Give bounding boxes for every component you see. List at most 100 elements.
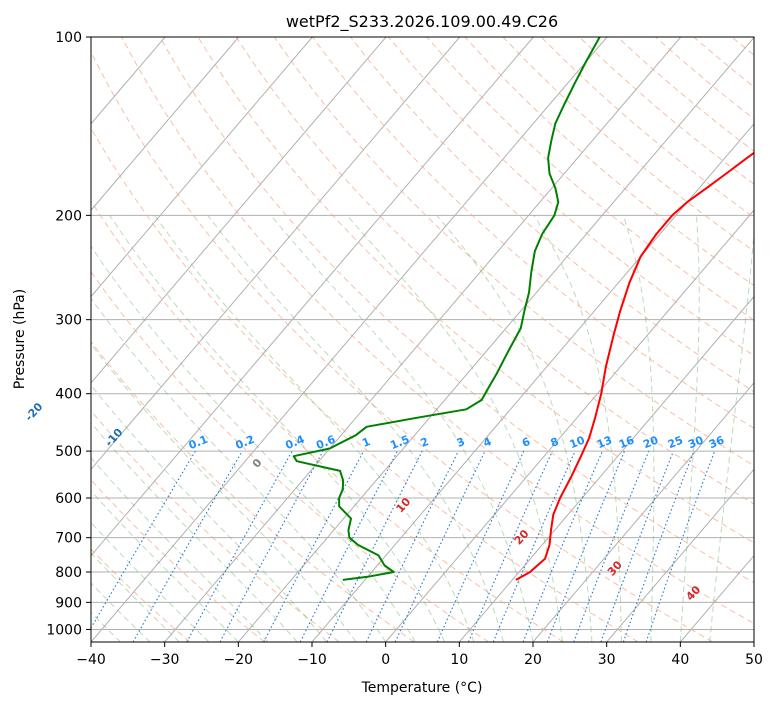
isotherm-line <box>91 37 534 557</box>
dry-adiabat-line <box>731 37 754 56</box>
x-tick-label: 30 <box>598 652 616 668</box>
y-axis-label: Pressure (hPa) <box>12 289 28 389</box>
dry-adiabat-line <box>91 271 489 642</box>
mixing-ratio-line <box>467 450 553 642</box>
moist-adiabat-line <box>109 215 446 642</box>
mixing-ratio-label: 0.1 <box>187 433 210 452</box>
dry-adiabat-line <box>273 37 754 467</box>
mixing-ratio-line <box>546 450 626 642</box>
moist-adiabat-label: 20 <box>512 527 532 547</box>
y-tick-label: 1000 <box>46 622 82 638</box>
moist-adiabat-line <box>270 214 534 642</box>
dry-adiabat-line <box>91 340 415 642</box>
dry-adiabat-line <box>350 37 754 393</box>
dry-adiabat-line <box>235 37 754 505</box>
moist-adiabat-line <box>154 215 475 642</box>
y-tick-label: 600 <box>55 491 82 507</box>
mixing-ratio-line <box>622 450 695 642</box>
data-series <box>292 37 754 581</box>
dewpoint-line <box>292 37 601 581</box>
dry-adiabat-line <box>159 37 754 584</box>
isotherm-line <box>91 37 387 384</box>
moist-adiabat-label: 40 <box>684 583 704 603</box>
mixing-ratio-label: 4 <box>481 435 493 450</box>
moist-adiabat-line <box>207 214 504 642</box>
mixing-ratio-label: 0.4 <box>283 433 306 452</box>
mixing-ratio-line <box>263 450 365 642</box>
moist-adiabat-line <box>679 215 700 642</box>
y-tick-label: 700 <box>55 531 82 547</box>
mixing-ratio-line <box>645 450 716 642</box>
dry-adiabat-line <box>693 37 754 88</box>
isotherm-line <box>91 37 313 298</box>
moist-adiabat-line <box>622 215 655 642</box>
mixing-ratio-label: 25 <box>666 434 685 452</box>
mixing-ratio-label: 13 <box>595 434 614 452</box>
axes: −40 −30 −20 −10 0 10 20 30 40 5010020030040050060… <box>46 30 763 668</box>
dry-adiabat-line <box>91 410 340 642</box>
dry-adiabat-line <box>91 200 564 642</box>
moist-adiabat-line <box>91 422 298 642</box>
moist-adiabat-label: 30 <box>605 558 625 578</box>
x-tick-label: 10 <box>450 652 468 668</box>
mixing-ratio-label: 1 <box>360 435 372 450</box>
mixing-ratio-line <box>299 450 398 642</box>
moist-adiabat-line <box>91 384 328 642</box>
mixing-ratio-line <box>326 450 423 642</box>
moist-adiabat-line <box>91 490 239 642</box>
mixing-ratio-label: 20 <box>641 433 660 451</box>
moist-adiabat-line <box>91 521 210 642</box>
background-lines <box>91 37 754 642</box>
dry-adiabat-line <box>91 50 713 642</box>
dry-adiabat-label: -20 <box>22 400 45 424</box>
x-tick-label: 40 <box>671 652 689 668</box>
x-tick-label: −10 <box>297 652 327 668</box>
isotherm-line <box>311 123 754 642</box>
mixing-ratio-label: 2 <box>419 435 431 450</box>
y-tick-label: 800 <box>55 565 82 581</box>
y-tick-label: 900 <box>55 595 82 611</box>
isotherm-line <box>385 209 754 642</box>
mixing-ratio-label: 3 <box>455 435 467 450</box>
dry-adiabat-line <box>312 37 754 429</box>
isotherm-line <box>458 295 754 642</box>
moist-adiabat-line <box>533 215 622 642</box>
dry-adiabat-line <box>540 37 754 218</box>
mixing-ratio-label: 36 <box>707 433 726 451</box>
dry-adiabat-line <box>655 37 754 120</box>
mixing-ratio-label: 0.6 <box>314 433 337 452</box>
moist-adiabat-line <box>91 457 269 642</box>
mixing-ratio-label: 0.2 <box>234 433 257 452</box>
isotherm-line <box>91 37 461 471</box>
isotherm-line <box>164 37 682 642</box>
mixing-ratio-line <box>186 450 293 642</box>
x-tick-label: −20 <box>224 652 254 668</box>
mixing-ratio-line <box>600 450 675 642</box>
mixing-ratio-label: 1.5 <box>388 433 411 452</box>
mixing-ratio-label: 30 <box>686 433 705 451</box>
mixing-ratio-line <box>492 450 576 642</box>
y-tick-label: 500 <box>55 444 82 460</box>
mixing-ratio-line <box>132 450 243 642</box>
dry-adiabat-line <box>91 479 265 642</box>
chart-title: wetPf2_S233.2026.109.00.49.C26 <box>286 12 558 32</box>
moist-adiabat-line <box>91 297 387 642</box>
mixing-ratio-line <box>436 450 525 642</box>
dry-adiabat-line <box>197 37 754 544</box>
dry-adiabat-line <box>91 127 639 642</box>
moist-adiabat-line <box>709 227 754 642</box>
mixing-ratio-line <box>365 450 459 642</box>
mixing-ratio-line <box>522 450 603 642</box>
mixing-ratio-line <box>573 450 650 642</box>
mixing-ratio-label: 8 <box>549 435 561 450</box>
mixing-ratio-line <box>394 450 486 642</box>
isotherm-line <box>237 37 754 642</box>
temperature-line <box>515 151 754 581</box>
isotherm-line <box>679 554 754 642</box>
x-axis-label: Temperature (°C) <box>361 680 483 696</box>
y-tick-label: 300 <box>55 313 82 329</box>
moist-adiabat-label: 0 <box>250 456 265 471</box>
y-tick-label: 100 <box>55 30 82 46</box>
isotherm-line <box>91 37 240 211</box>
